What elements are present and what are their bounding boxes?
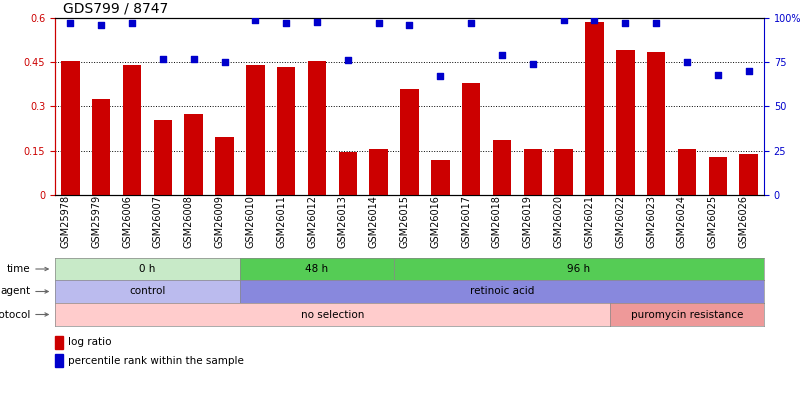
- Text: GSM26020: GSM26020: [553, 195, 563, 248]
- Bar: [369, 149, 387, 195]
- Text: GSM26018: GSM26018: [491, 195, 501, 248]
- Text: GSM26010: GSM26010: [245, 195, 255, 248]
- Text: GSM26007: GSM26007: [153, 195, 163, 248]
- Point: [157, 55, 169, 62]
- Text: GSM26009: GSM26009: [214, 195, 224, 248]
- Bar: [554, 149, 573, 195]
- Bar: [462, 83, 480, 195]
- Text: retinoic acid: retinoic acid: [469, 286, 533, 296]
- Text: GDS799 / 8747: GDS799 / 8747: [63, 2, 168, 16]
- Point: [64, 20, 77, 27]
- Point: [556, 17, 569, 23]
- Bar: [523, 149, 541, 195]
- Text: 96 h: 96 h: [567, 264, 590, 274]
- Bar: [739, 154, 757, 195]
- Bar: [123, 65, 141, 195]
- Text: GSM26026: GSM26026: [738, 195, 748, 248]
- Text: GSM26015: GSM26015: [399, 195, 409, 248]
- Point: [464, 20, 477, 27]
- Bar: [308, 61, 326, 195]
- Bar: [646, 52, 665, 195]
- Bar: [338, 152, 357, 195]
- Text: 0 h: 0 h: [139, 264, 156, 274]
- Text: GSM25979: GSM25979: [91, 195, 101, 248]
- Text: GSM26021: GSM26021: [584, 195, 593, 248]
- Text: time: time: [6, 264, 31, 274]
- Bar: [61, 61, 79, 195]
- Text: GSM26008: GSM26008: [184, 195, 194, 248]
- Point: [526, 61, 539, 67]
- Bar: [615, 51, 634, 195]
- Bar: [92, 99, 110, 195]
- Point: [434, 73, 446, 80]
- Text: agent: agent: [0, 286, 31, 296]
- Text: GSM26023: GSM26023: [646, 195, 655, 248]
- Text: GSM26022: GSM26022: [614, 195, 625, 248]
- Point: [649, 20, 662, 27]
- Text: GSM25978: GSM25978: [60, 195, 71, 248]
- Point: [618, 20, 631, 27]
- Text: 48 h: 48 h: [305, 264, 328, 274]
- Point: [587, 17, 600, 23]
- Bar: [400, 89, 418, 195]
- Point: [279, 20, 292, 27]
- Point: [125, 20, 138, 27]
- Bar: [55, 336, 63, 349]
- Text: puromycin resistance: puromycin resistance: [630, 309, 742, 320]
- Text: no selection: no selection: [300, 309, 364, 320]
- Bar: [246, 65, 264, 195]
- Point: [218, 59, 230, 66]
- Bar: [184, 114, 202, 195]
- Bar: [585, 22, 603, 195]
- Bar: [276, 67, 295, 195]
- Text: log ratio: log ratio: [68, 337, 112, 347]
- Text: GSM26024: GSM26024: [676, 195, 686, 248]
- Point: [679, 59, 692, 66]
- Point: [711, 71, 724, 78]
- Bar: [677, 149, 695, 195]
- Text: GSM26013: GSM26013: [337, 195, 348, 248]
- Point: [495, 52, 507, 58]
- Point: [741, 68, 754, 75]
- Point: [341, 57, 354, 64]
- Text: control: control: [129, 286, 165, 296]
- Text: GSM26006: GSM26006: [122, 195, 132, 248]
- Point: [249, 17, 262, 23]
- Bar: [492, 141, 511, 195]
- Bar: [430, 160, 449, 195]
- Text: GSM26011: GSM26011: [276, 195, 286, 248]
- Bar: [55, 354, 63, 367]
- Point: [95, 22, 108, 28]
- Text: GSM26017: GSM26017: [461, 195, 471, 248]
- Bar: [153, 120, 172, 195]
- Text: GSM26012: GSM26012: [307, 195, 316, 248]
- Bar: [215, 137, 234, 195]
- Point: [402, 22, 415, 28]
- Text: growth protocol: growth protocol: [0, 309, 31, 320]
- Text: GSM26016: GSM26016: [430, 195, 440, 248]
- Bar: [707, 157, 726, 195]
- Text: GSM26014: GSM26014: [369, 195, 378, 248]
- Text: GSM26019: GSM26019: [522, 195, 532, 248]
- Text: GSM26025: GSM26025: [707, 195, 717, 248]
- Text: percentile rank within the sample: percentile rank within the sample: [68, 356, 244, 366]
- Point: [310, 18, 323, 25]
- Point: [187, 55, 200, 62]
- Point: [372, 20, 385, 27]
